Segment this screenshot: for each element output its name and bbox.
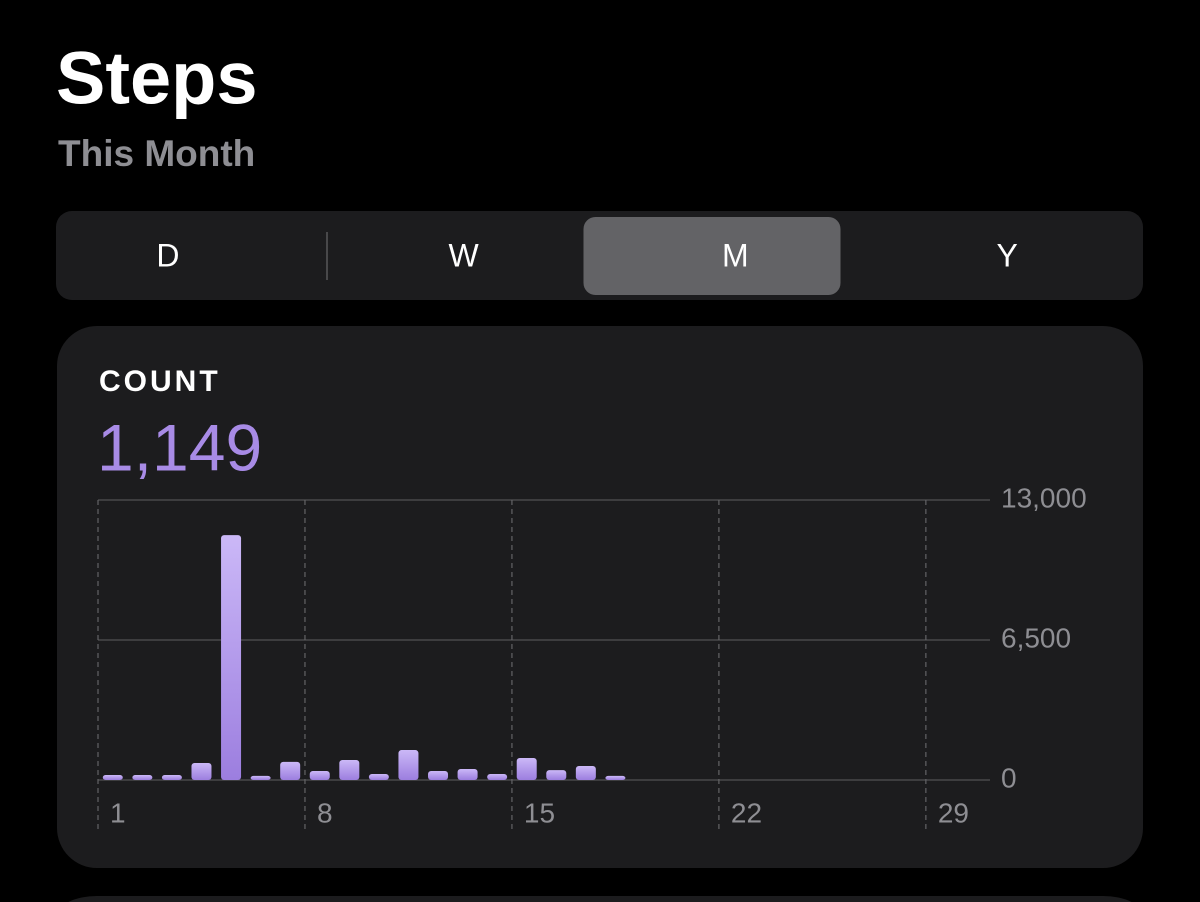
x-tick-label: 1 [110,797,126,828]
bar [221,535,242,780]
x-tick-label: 15 [524,797,555,828]
bar [575,766,596,780]
page-subtitle: This Month [58,133,255,174]
bar [250,775,271,780]
segment-label[interactable]: W [449,237,480,273]
bar [280,761,301,780]
y-tick-label: 13,000 [1001,482,1087,513]
summary-label: COUNT [99,365,221,398]
bar [605,775,626,780]
segment-label[interactable]: D [156,237,179,273]
x-tick-label: 29 [938,797,969,828]
segment-selected[interactable] [583,217,841,295]
segment-label[interactable]: Y [996,237,1017,273]
bar [516,758,537,780]
x-tick-label: 8 [317,797,333,828]
bar [191,762,212,780]
chart-card [57,326,1143,868]
bar [132,775,153,780]
bar [487,773,508,780]
bar [368,773,389,780]
page-title: Steps [56,37,258,120]
y-tick-label: 6,500 [1001,622,1071,653]
bar [457,769,478,780]
x-tick-label: 22 [731,797,762,828]
bar [161,775,182,780]
bar [102,775,123,780]
segment-label[interactable]: M [722,237,749,273]
bar [428,770,449,780]
summary-value: 1,149 [97,410,262,484]
y-tick-label: 0 [1001,762,1017,793]
bar [398,750,419,780]
next-card [68,896,1132,902]
bar [546,770,567,780]
bar [309,770,330,780]
bar [339,759,360,780]
